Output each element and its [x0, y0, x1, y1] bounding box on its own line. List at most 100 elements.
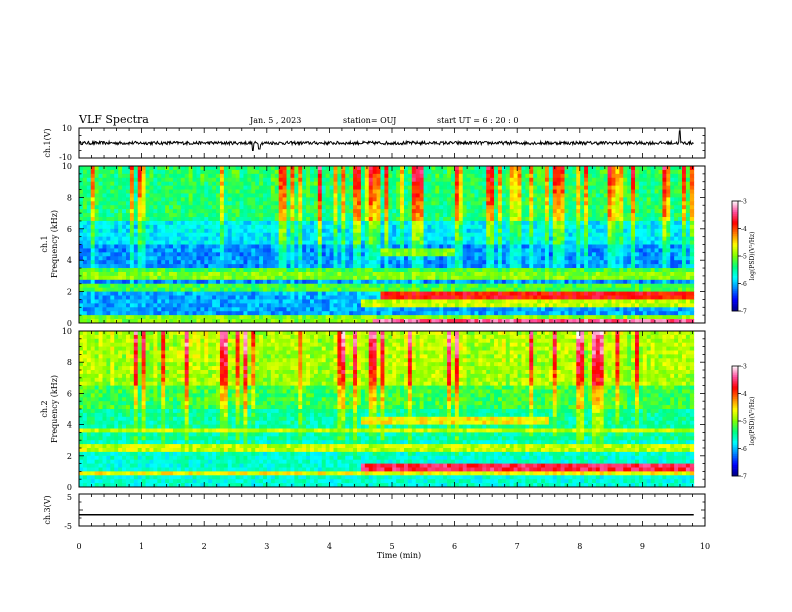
- spectrogram-cell: [619, 193, 624, 198]
- spectrogram-cell: [231, 283, 237, 289]
- spectrogram-cell: [192, 264, 197, 269]
- spectrogram-cell: [439, 213, 444, 218]
- spectrogram-cell: [270, 275, 276, 281]
- spectrogram-cell: [235, 169, 240, 175]
- spectrogram-cell: [90, 260, 96, 265]
- spectrogram-cell: [368, 193, 374, 198]
- spectrogram-cell: [141, 181, 146, 187]
- spectrogram-cell: [654, 236, 659, 241]
- spectrogram-cell: [423, 252, 428, 257]
- spectrogram-cell: [302, 244, 307, 249]
- spectrogram-cell: [313, 166, 319, 171]
- spectrogram-cell: [270, 173, 276, 179]
- spectrogram-cell: [259, 166, 264, 171]
- spectrogram-cell: [439, 181, 444, 187]
- spectrogram-cell: [384, 236, 389, 241]
- spectrogram-cell: [435, 193, 440, 198]
- spectrogram-cell: [325, 275, 330, 281]
- spectrogram-cell: [204, 169, 209, 175]
- spectrogram-cell: [525, 232, 530, 238]
- spectrogram-cell: [662, 166, 667, 171]
- spectrogram-cell: [208, 177, 213, 183]
- spectrogram-cell: [642, 213, 648, 218]
- spectrogram-cell: [94, 217, 99, 222]
- spectrogram-cell: [685, 201, 691, 206]
- spectrogram-cell: [631, 177, 636, 183]
- spectrogram-cell: [611, 283, 616, 289]
- spectrogram-cell: [509, 279, 515, 285]
- spectrogram-cell: [595, 217, 601, 222]
- spectrogram-cell: [161, 252, 166, 257]
- spectrogram-cell: [631, 205, 636, 210]
- spectrogram-cell: [650, 181, 655, 187]
- spectrogram-cell: [685, 205, 691, 210]
- spectrogram-cell: [86, 205, 92, 210]
- spectrogram-cell: [572, 228, 577, 234]
- spectrogram-cell: [153, 169, 158, 175]
- spectrogram-cell: [490, 275, 495, 281]
- spectrogram-cell: [548, 173, 554, 179]
- spectrogram-cell: [635, 275, 640, 281]
- spectrogram-cell: [611, 264, 616, 269]
- spectrogram-cell: [196, 283, 201, 289]
- spectrogram-cell: [685, 193, 691, 198]
- spectrogram-cell: [670, 224, 675, 230]
- spectrogram-cell: [517, 209, 522, 214]
- spectrogram-cell: [689, 236, 695, 241]
- spectrogram-cell: [564, 181, 569, 187]
- spectrogram-cell: [337, 232, 342, 238]
- spectrogram-cell: [458, 166, 464, 171]
- spectrogram-cell: [227, 264, 233, 269]
- spectrogram-cell: [302, 205, 307, 210]
- spectrogram-cell: [646, 177, 652, 183]
- spectrogram-cell: [290, 228, 295, 234]
- spectrogram-cell: [122, 264, 127, 269]
- spectrogram-cell: [576, 256, 581, 261]
- spectrogram-cell: [216, 236, 221, 241]
- spectrogram-cell: [674, 283, 679, 289]
- spectrogram-cell: [212, 268, 217, 273]
- spectrogram-cell: [169, 232, 174, 238]
- spectrogram-cell: [357, 205, 362, 210]
- spectrogram-cell: [82, 173, 88, 179]
- spectrogram-cell: [141, 252, 146, 257]
- spectrogram-cell: [392, 224, 397, 230]
- spectrogram-cell: [478, 217, 483, 222]
- spectrogram-cell: [568, 193, 573, 198]
- spectrogram-cell: [380, 209, 385, 214]
- spectrogram-cell: [321, 236, 327, 241]
- spectrogram-cell: [298, 275, 303, 281]
- spectrogram-cell: [490, 264, 495, 269]
- spectrogram-cell: [552, 201, 558, 206]
- spectrogram-cell: [133, 256, 139, 261]
- spectrogram-cell: [541, 217, 546, 222]
- spectrogram-cell: [576, 205, 581, 210]
- spectrogram-cell: [556, 256, 562, 261]
- spectrogram-cell: [662, 271, 667, 277]
- spectrogram-cell: [219, 260, 225, 265]
- spectrogram-cell: [454, 169, 460, 175]
- spectrogram-cell: [106, 264, 111, 269]
- spectrogram-cell: [541, 193, 546, 198]
- spectrogram-cell: [588, 185, 593, 190]
- spectrogram-cell: [157, 228, 162, 234]
- spectrogram-cell: [517, 201, 522, 206]
- spectrogram-cell: [615, 197, 620, 202]
- spectrogram-cell: [317, 213, 323, 218]
- spectrogram-cell: [662, 181, 667, 187]
- spectrogram-cell: [396, 213, 401, 218]
- spectrogram-cell: [439, 275, 444, 281]
- spectrogram-cell: [333, 213, 338, 218]
- spectrogram-cell: [266, 252, 272, 257]
- spectrogram-cell: [685, 189, 691, 194]
- spectrogram-cell: [302, 224, 307, 230]
- spectrogram-cell: [153, 244, 158, 249]
- spectrogram-cell: [157, 232, 162, 238]
- spectrogram-cell: [184, 240, 190, 245]
- spectrogram-cell: [595, 193, 601, 198]
- spectrogram-cell: [631, 209, 636, 214]
- spectrogram-cell: [494, 248, 499, 253]
- spectrogram-cell: [435, 248, 440, 253]
- spectrogram-cell: [552, 275, 558, 281]
- spectrogram-cell: [192, 248, 197, 253]
